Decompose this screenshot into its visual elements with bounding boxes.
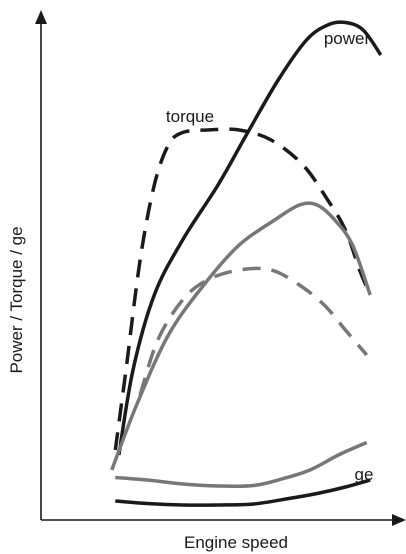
annotation-power: power xyxy=(324,29,371,48)
x-axis-label: Engine speed xyxy=(184,533,288,552)
x-axis-arrow xyxy=(392,514,406,526)
series-layer xyxy=(110,20,383,507)
y-axis-label: Power / Torque / ge xyxy=(7,226,26,373)
series-line-torque-high xyxy=(113,127,372,451)
series-line-power-high xyxy=(117,20,383,456)
series-line-power-low xyxy=(110,201,372,471)
y-axis-arrow xyxy=(35,10,47,24)
annotation-torque: torque xyxy=(166,107,214,126)
series-line-ge-gray xyxy=(115,440,368,489)
annotation-ge: ge xyxy=(355,465,374,484)
series-line-ge-black xyxy=(115,478,371,507)
series-line-torque-low xyxy=(138,266,369,396)
